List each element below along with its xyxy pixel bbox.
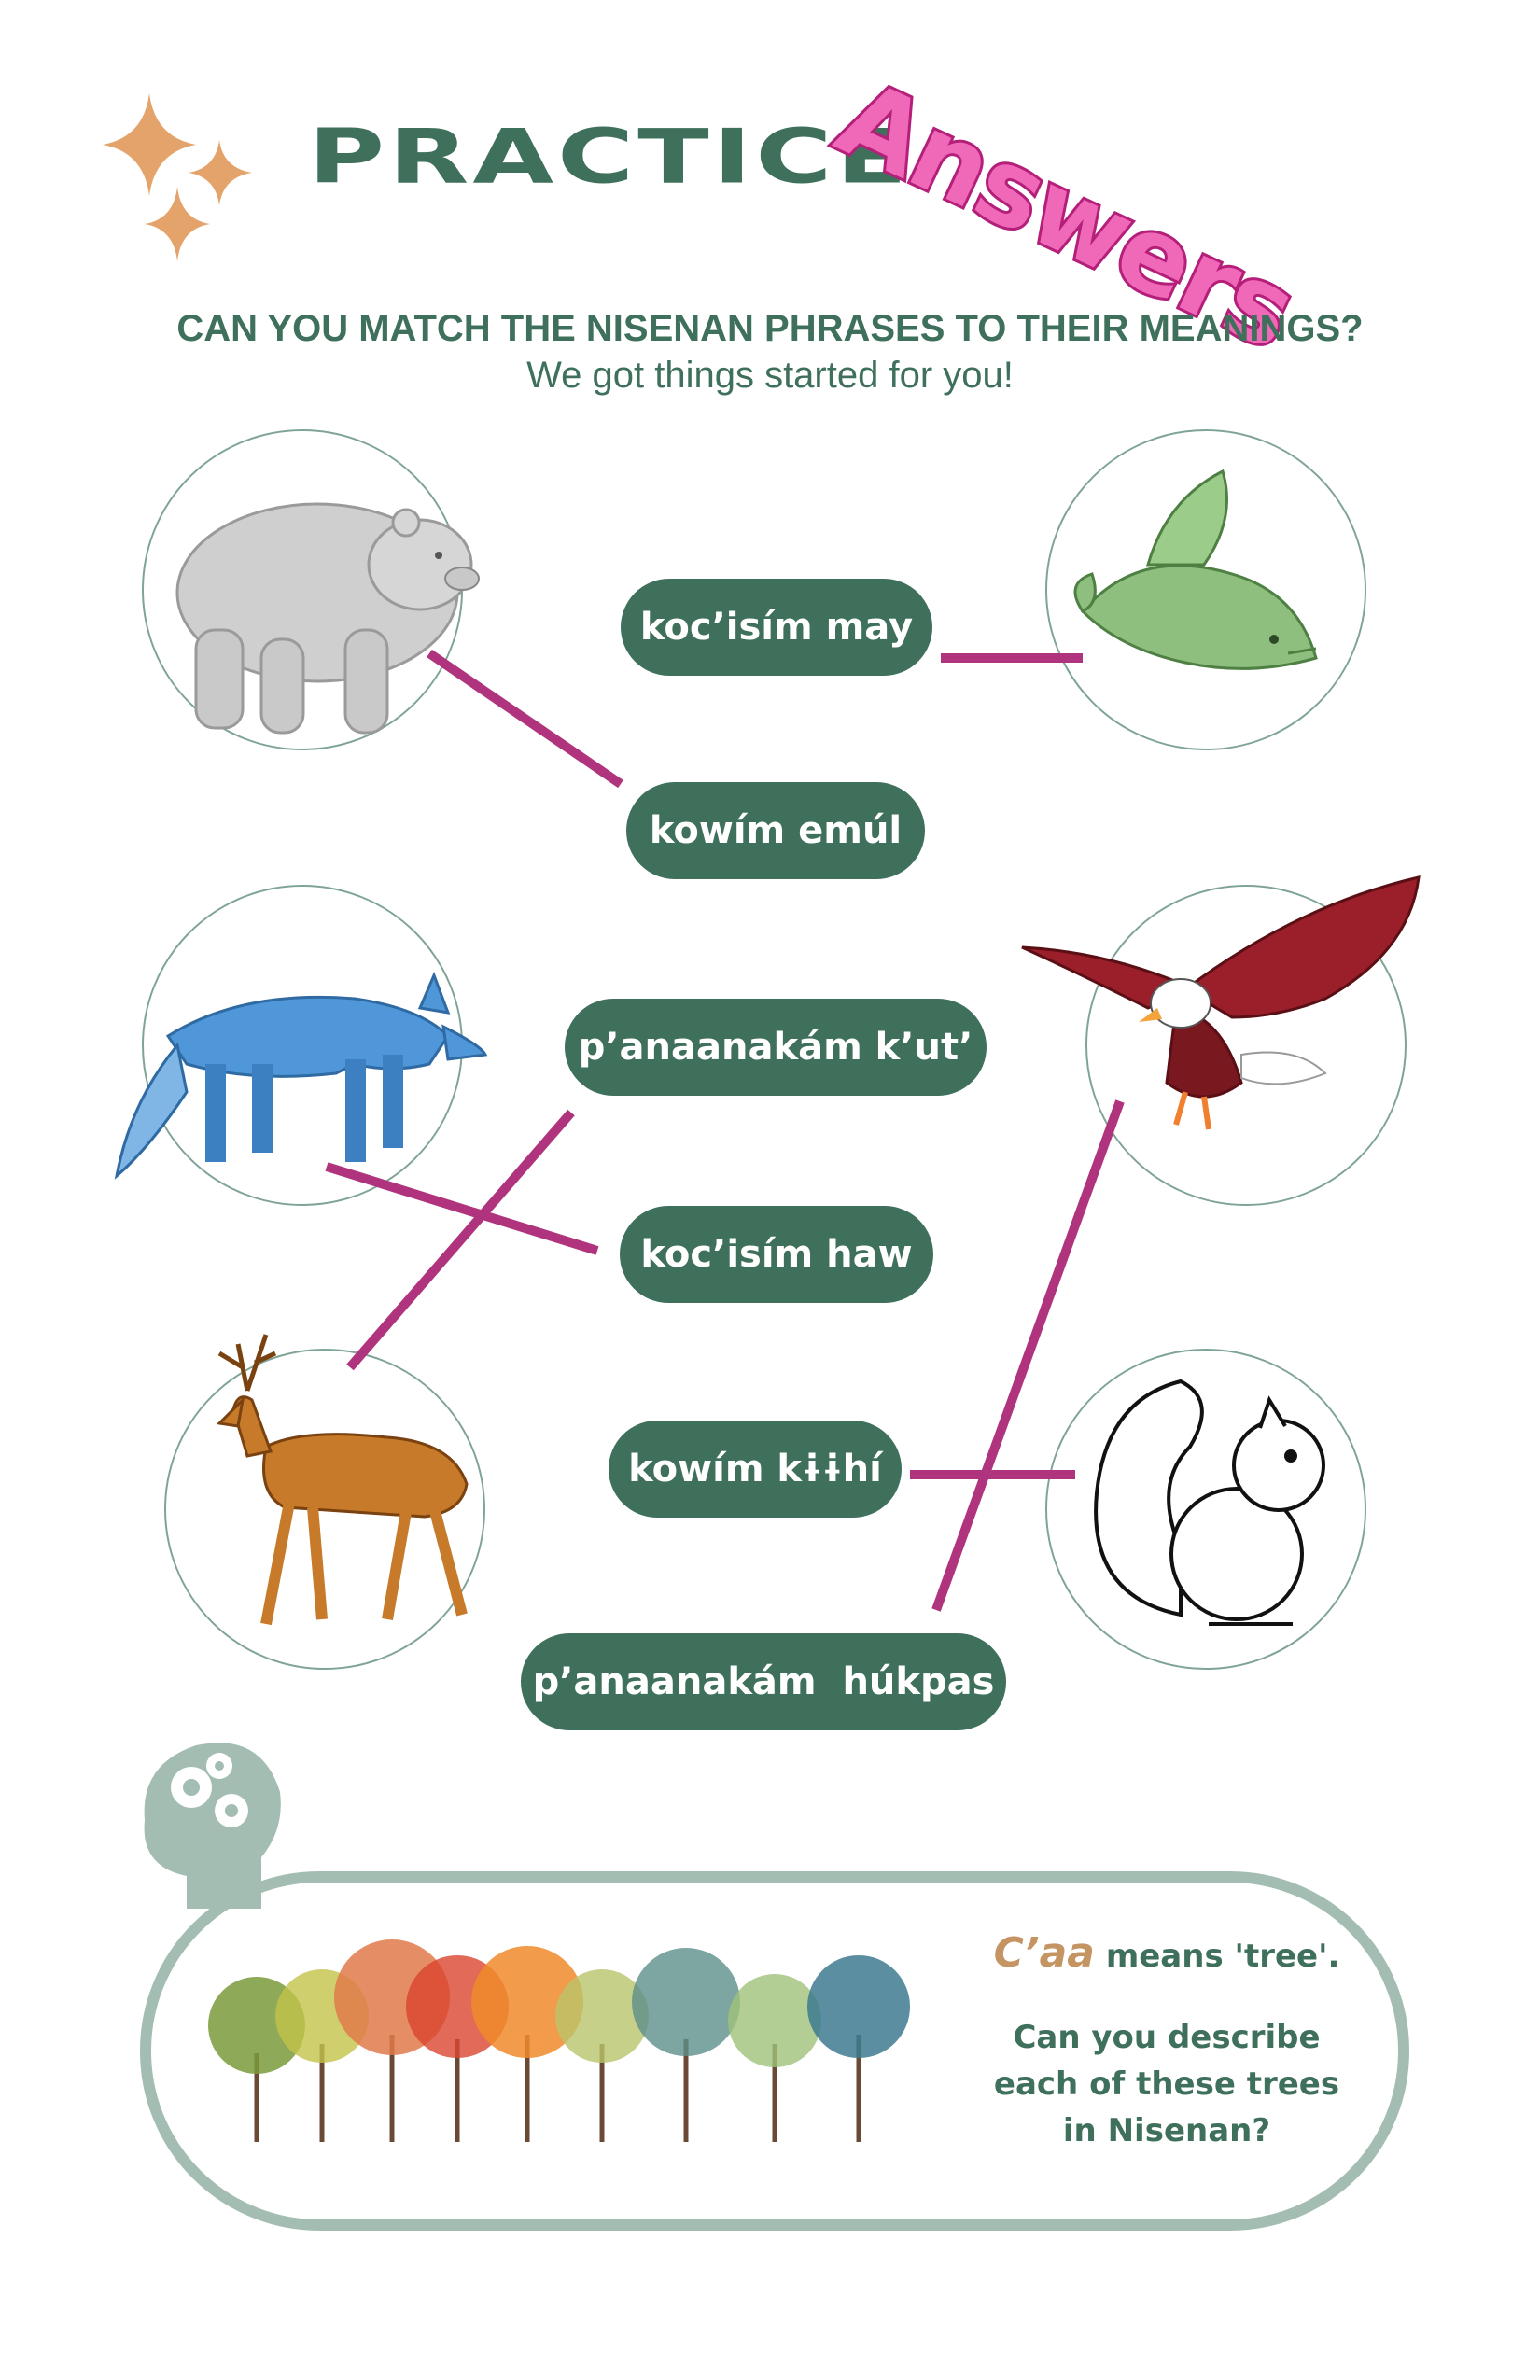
tree-question: Can you describe each of these trees in …	[989, 2014, 1344, 2154]
phrase-label: p’anaanakám húkpas	[532, 1660, 995, 1703]
tree-question-line: each of these trees	[993, 2065, 1340, 2103]
sparkle-icon	[103, 93, 252, 261]
phrase-pill-3[interactable]: p’anaanakám k’ut’	[565, 999, 987, 1096]
fox-illustration	[114, 971, 488, 1180]
thinking-head-icon	[144, 1743, 281, 1909]
deer-circle	[164, 1349, 485, 1670]
phrase-pill-4[interactable]: koc’isím haw	[620, 1206, 933, 1303]
phrase-label: kowím kɨɨhí	[628, 1448, 882, 1491]
phrase-pill-5[interactable]: kowím kɨɨhí	[609, 1421, 902, 1518]
salmon-circle	[1045, 429, 1366, 750]
page-title: PRACTICE	[308, 113, 911, 202]
phrase-label: koc’isím haw	[640, 1233, 913, 1276]
tree-definition: C’aa means 'tree'.	[989, 1927, 1344, 1982]
eagle-illustration	[1021, 875, 1421, 1130]
tree-word: C’aa	[993, 1929, 1095, 1977]
bear-illustration	[175, 502, 480, 735]
squirrel-illustration	[1094, 1379, 1325, 1626]
watercolor-trees-illustration	[208, 1939, 910, 2142]
phrase-label: p’anaanakám k’ut’	[578, 1026, 973, 1069]
tree-note: C’aa means 'tree'. Can you describe each…	[989, 1927, 1344, 2154]
salmon-illustration	[1073, 469, 1318, 670]
deer-illustration	[216, 1334, 469, 1626]
tree-meaning: means 'tree'.	[1094, 1938, 1340, 1975]
tree-question-line: Can you describe	[1013, 2019, 1321, 2056]
subinstruction-text: We got things started for you!	[526, 355, 1014, 396]
phrase-label: koc’isím may	[639, 606, 914, 649]
tree-question-line: in Nisenan?	[1062, 2112, 1271, 2149]
eagle-circle	[1085, 885, 1407, 1206]
phrase-pill-6[interactable]: p’anaanakám húkpas	[521, 1633, 1006, 1730]
instruction-text: CAN YOU MATCH THE NISENAN PHRASES TO THE…	[176, 308, 1364, 349]
phrase-pill-2[interactable]: kowím emúl	[626, 782, 925, 879]
phrase-label: kowím emúl	[649, 809, 903, 852]
phrase-pill-1[interactable]: koc’isím may	[621, 579, 932, 676]
